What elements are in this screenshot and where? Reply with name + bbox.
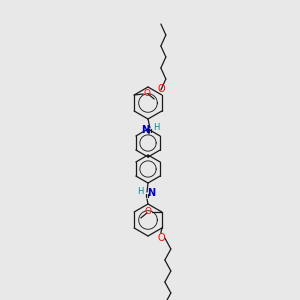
Text: H: H: [136, 187, 143, 196]
Text: N: N: [141, 125, 149, 135]
Text: N: N: [147, 188, 155, 198]
Text: H: H: [153, 122, 159, 131]
Text: O: O: [157, 233, 165, 243]
Text: O: O: [143, 89, 150, 98]
Text: O: O: [145, 208, 152, 217]
Text: O: O: [157, 84, 165, 94]
